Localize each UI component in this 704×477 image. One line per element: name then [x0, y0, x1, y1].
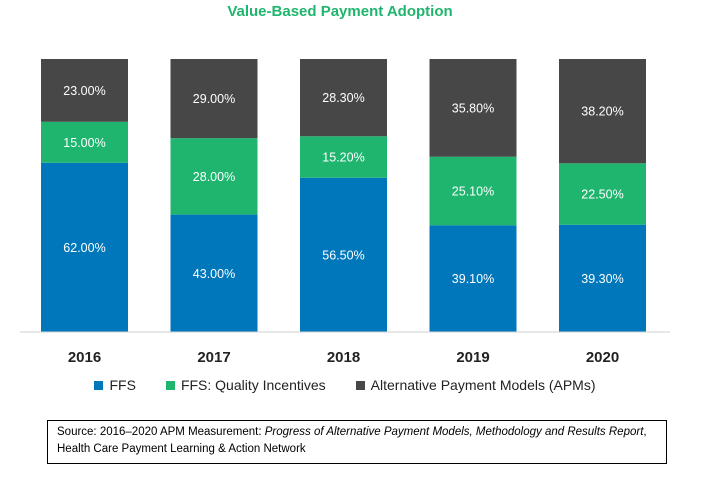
data-label-2020-s2: 38.20% [581, 105, 623, 119]
bar-segment-2020-s1 [559, 163, 646, 225]
legend-label-ffs: FFS [109, 377, 136, 393]
x-tick-label-2017: 2017 [197, 349, 230, 366]
bar-segment-2018-s0 [300, 177, 387, 332]
data-label-2019-s1: 25.10% [452, 184, 494, 198]
source-report-title: Progress of Alternative Payment Models, … [264, 426, 644, 438]
data-label-2017-s1: 28.00% [193, 170, 235, 184]
bars-layer [41, 59, 646, 332]
legend-label-apm: Alternative Payment Models (APMs) [370, 377, 596, 393]
data-label-2017-s2: 29.00% [193, 92, 235, 106]
bar-segment-2017-s1 [170, 138, 258, 215]
x-tick-label-2016: 2016 [68, 349, 101, 366]
chart-title: Value-Based Payment Adoption [227, 3, 453, 20]
bar-segment-2017-s2 [170, 59, 258, 139]
legend-swatch-quality [165, 380, 175, 390]
labels-layer: 62.00% 15.00% 23.00% 2016 43.00% 28.00% 29.00%… [63, 84, 623, 366]
data-label-2018-s1: 15.20% [322, 151, 364, 165]
bar-segment-2018-s2 [300, 59, 387, 137]
legend-item-apm: Alternative Payment Models (APMs) [355, 377, 596, 393]
bar-segment-2019-s2 [429, 59, 517, 157]
bar-segment-2019-s0 [429, 225, 517, 332]
legend-item-ffs: FFS [94, 377, 136, 393]
bar-segment-2016-s0 [41, 162, 128, 332]
legend-swatch-ffs [94, 380, 104, 390]
x-tick-label-2018: 2018 [327, 349, 360, 366]
data-label-2019-s0: 39.10% [452, 272, 494, 286]
data-label-2018-s2: 28.30% [322, 91, 364, 105]
data-label-2018-s0: 56.50% [322, 248, 364, 262]
data-label-2016-s1: 15.00% [63, 136, 105, 150]
data-label-2020-s1: 22.50% [581, 187, 623, 201]
source-note: Source: 2016–2020 APM Measurement: Progr… [47, 420, 667, 464]
x-tick-label-2020: 2020 [586, 349, 619, 366]
x-tick-label-2019: 2019 [456, 349, 489, 366]
data-label-2020-s0: 39.30% [581, 272, 623, 286]
legend-label-quality: FFS: Quality Incentives [180, 377, 326, 393]
source-prefix: Source: 2016–2020 APM Measurement: [57, 426, 265, 438]
data-label-2017-s0: 43.00% [193, 267, 235, 281]
legend-swatch-apm [355, 380, 365, 390]
bar-segment-2020-s0 [559, 224, 646, 332]
stacked-bar-chart: 62.00% 15.00% 23.00% 2016 43.00% 28.00% 29.00%… [20, 59, 670, 366]
source-suffix: , Health Care Payment Learning & Action … [57, 426, 647, 455]
legend-item-quality: FFS: Quality Incentives [165, 377, 326, 393]
bar-segment-2020-s2 [559, 59, 646, 164]
bar-segment-2016-s2 [41, 59, 128, 122]
legend: FFS FFS: Quality Incentives Alternative … [0, 377, 690, 393]
data-label-2019-s2: 35.80% [452, 101, 494, 115]
bar-segment-2016-s1 [41, 121, 128, 163]
bar-segment-2017-s0 [170, 214, 258, 332]
bar-segment-2019-s1 [429, 156, 517, 226]
data-label-2016-s0: 62.00% [63, 241, 105, 255]
bar-segment-2018-s1 [300, 136, 387, 178]
data-label-2016-s2: 23.00% [63, 84, 105, 98]
